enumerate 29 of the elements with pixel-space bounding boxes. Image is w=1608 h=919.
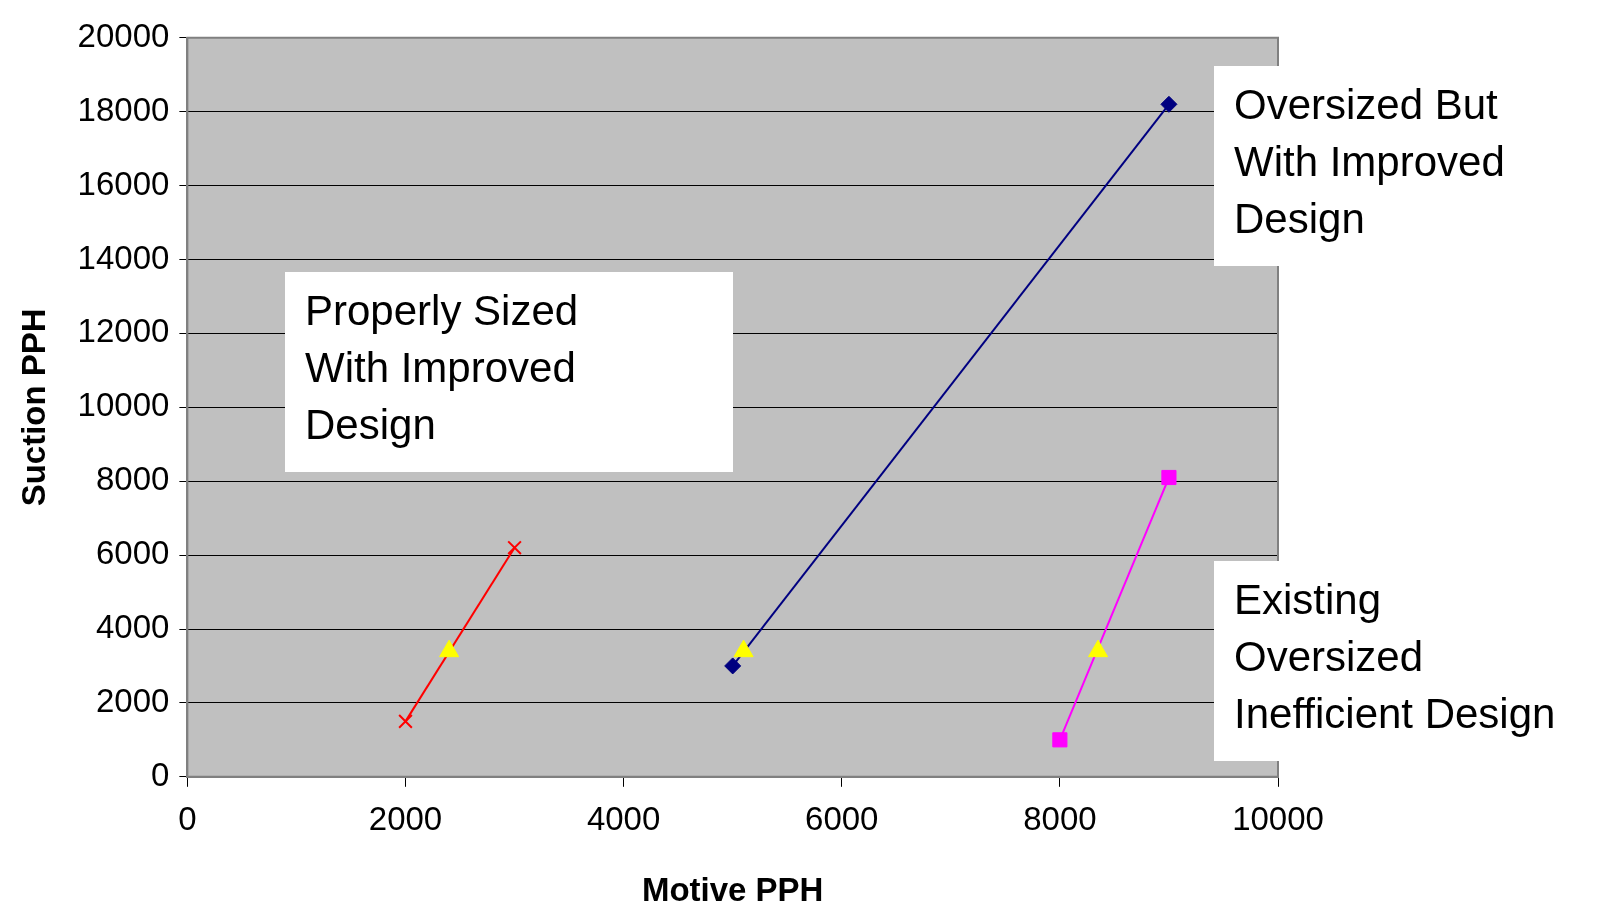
- y-tick-label: 20000: [77, 16, 170, 54]
- y-tick-label: 14000: [77, 238, 170, 276]
- point: [1161, 469, 1177, 486]
- y-tick-label: 2000: [95, 681, 170, 719]
- point: [724, 657, 742, 675]
- x-axis-title: Motive PPH: [641, 871, 824, 909]
- y-tick-label: 4000: [95, 608, 170, 646]
- y-tick-label: 0: [151, 755, 170, 793]
- point: [507, 540, 522, 556]
- y-axis-title: Suction PPH: [14, 308, 52, 507]
- y-tick-label: 12000: [77, 312, 170, 350]
- y-tick-label: 6000: [95, 534, 170, 572]
- annotation: Existing Oversized Inefficient Design: [1234, 575, 1557, 739]
- point: [1160, 95, 1178, 113]
- y-tick-label: 8000: [95, 460, 170, 498]
- y-tick-label: 10000: [77, 386, 170, 424]
- x-tick-label: 4000: [586, 799, 661, 837]
- annotation: Oversized But With Improved Design: [1234, 80, 1506, 244]
- x-tick-label: 6000: [805, 799, 879, 837]
- x-tick-label: 2000: [368, 799, 443, 837]
- y-tick-label: 16000: [77, 164, 170, 202]
- y-tick-label: 18000: [77, 90, 170, 128]
- x-tick-label: 10000: [1232, 799, 1324, 837]
- point: [1052, 732, 1068, 748]
- note-box: Properly Sized With Improved Design: [285, 272, 733, 472]
- point: [398, 714, 413, 729]
- x-tick-label: 8000: [1023, 799, 1097, 837]
- x-tick-label: 0: [178, 799, 197, 837]
- annotation: Properly Sized With Improved Design: [305, 286, 580, 450]
